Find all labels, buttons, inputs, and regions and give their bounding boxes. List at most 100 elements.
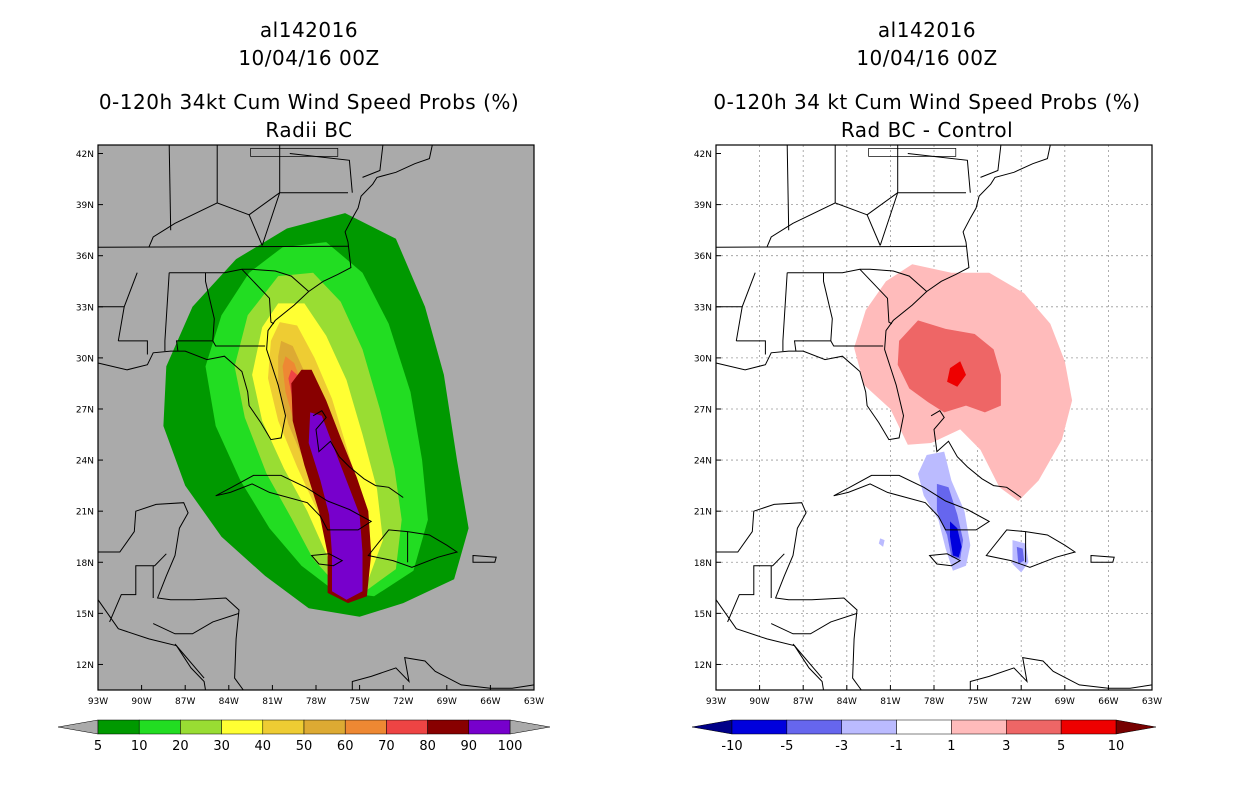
colorbar-label: 60	[337, 739, 354, 754]
great-lakes-outline	[250, 148, 339, 157]
colorbar-swatch	[138, 719, 181, 735]
country-border	[109, 553, 167, 623]
colorbar-swatch	[262, 719, 305, 735]
state-border	[169, 268, 310, 292]
right-title: 0-120h 34 kt Cum Wind Speed Probs (%)	[713, 90, 1141, 114]
colorbar-label: 50	[296, 739, 313, 754]
lat-tick-label: 36N	[694, 252, 712, 262]
lat-tick-label: 21N	[694, 508, 712, 518]
diff-region-plus3	[897, 320, 1001, 413]
diff-region-minus5	[950, 521, 962, 558]
cuba-outline	[215, 474, 373, 531]
lat-tick-label: 30N	[694, 354, 712, 364]
right-datetime: 10/04/16 00Z	[856, 46, 998, 70]
lon-tick-label: 72W	[1011, 697, 1031, 707]
lon-tick-label: 84W	[219, 697, 239, 707]
lat-tick-label: 15N	[76, 610, 94, 620]
state-border	[980, 144, 1002, 178]
lon-tick-label: 87W	[175, 697, 195, 707]
lon-tick-label: 90W	[131, 697, 151, 707]
lon-tick-label: 87W	[793, 697, 813, 707]
prob-contour-60	[282, 356, 348, 597]
jamaica-outline	[310, 553, 344, 567]
bahamas-islands	[312, 410, 404, 498]
prob-contour-5	[163, 213, 469, 617]
right-colorbar: -10 -5 -3 -1 1 3 5 10	[691, 719, 1157, 754]
colorbar-high-arrow	[509, 719, 551, 735]
puerto-rico-outline	[1090, 554, 1115, 563]
state-border	[786, 144, 790, 231]
colorbar-swatch	[731, 719, 788, 735]
lon-tick-label: 66W	[480, 697, 500, 707]
colorbar-swatch	[1006, 719, 1062, 735]
colorbar-label: 20	[172, 739, 189, 754]
grid-lines	[716, 145, 1152, 690]
right-subtitle: Rad BC - Control	[840, 118, 1014, 142]
colorbar-low-arrow	[691, 719, 733, 735]
colorbar-label: 100	[498, 739, 523, 754]
prob-contour-70	[288, 369, 346, 597]
diff-region-minus1-small	[878, 538, 885, 547]
colorbar-label: 10	[1108, 739, 1125, 754]
state-border	[118, 340, 148, 355]
lon-tick-label: 81W	[880, 697, 900, 707]
state-border	[212, 340, 266, 347]
state-border	[907, 153, 971, 193]
lon-tick-label: 75W	[967, 697, 987, 707]
colorbar-label: 3	[1002, 739, 1010, 754]
colorbar-swatch	[303, 719, 346, 735]
lat-tick-label: 39N	[694, 201, 712, 211]
colorbar-swatch	[386, 719, 428, 735]
diff-region-plus1	[854, 264, 1073, 501]
country-border	[792, 643, 823, 679]
left-title: 0-120h 34kt Cum Wind Speed Probs (%)	[98, 90, 520, 114]
lat-tick-label: 33N	[76, 303, 94, 313]
colorbar-label: 10	[131, 739, 148, 754]
colorbar-low-arrow	[57, 719, 99, 735]
state-border	[782, 272, 788, 352]
lon-tick-label: 63W	[524, 697, 544, 707]
state-border	[168, 144, 172, 231]
map-background	[98, 145, 534, 690]
lat-tick-label: 33N	[694, 303, 712, 313]
country-border	[152, 612, 240, 635]
state-border	[736, 340, 766, 355]
lat-tick-label: 24N	[694, 457, 712, 467]
colorbar-label: 30	[213, 739, 230, 754]
state-border	[830, 340, 884, 347]
state-border	[241, 268, 275, 325]
hispaniola-outline	[367, 529, 459, 568]
lat-tick-label: 27N	[76, 405, 94, 415]
colorbar-label: -5	[780, 739, 793, 754]
us-coastline	[715, 144, 1051, 441]
lon-tick-label: 78W	[924, 697, 944, 707]
colorbar-swatch	[180, 719, 222, 735]
state-border	[793, 272, 833, 352]
bahamas-islands	[930, 410, 1022, 498]
lon-tick-label: 90W	[749, 697, 769, 707]
colorbar-swatch	[221, 719, 264, 735]
jamaica-outline	[928, 553, 962, 567]
lat-tick-label: 24N	[76, 457, 94, 467]
state-border	[97, 245, 349, 248]
lon-tick-label: 84W	[837, 697, 857, 707]
state-border	[735, 272, 756, 341]
colorbar-high-arrow	[1115, 719, 1157, 735]
diff-region-minus3-haiti	[1016, 546, 1025, 564]
state-border	[289, 153, 353, 193]
left-storm-id: al142016	[259, 18, 359, 42]
state-border	[866, 192, 898, 216]
colorbar-swatch	[427, 719, 470, 735]
diff-region-minus1-haiti	[1012, 540, 1029, 573]
colorbar-swatch	[1060, 719, 1117, 735]
prob-contour-40	[268, 322, 370, 597]
diff-region-minus1	[918, 451, 971, 571]
left-colorbar: 5 10 20 30 40 50 60 70 80 90 100	[57, 719, 551, 754]
diff-region-plus5	[947, 361, 966, 387]
colorbar-swatch	[951, 719, 1007, 735]
pacific-coast	[715, 599, 824, 691]
country-border	[174, 643, 205, 679]
prob-contour-20	[234, 272, 402, 592]
lon-tick-label: 69W	[437, 697, 457, 707]
map-background	[716, 145, 1152, 690]
